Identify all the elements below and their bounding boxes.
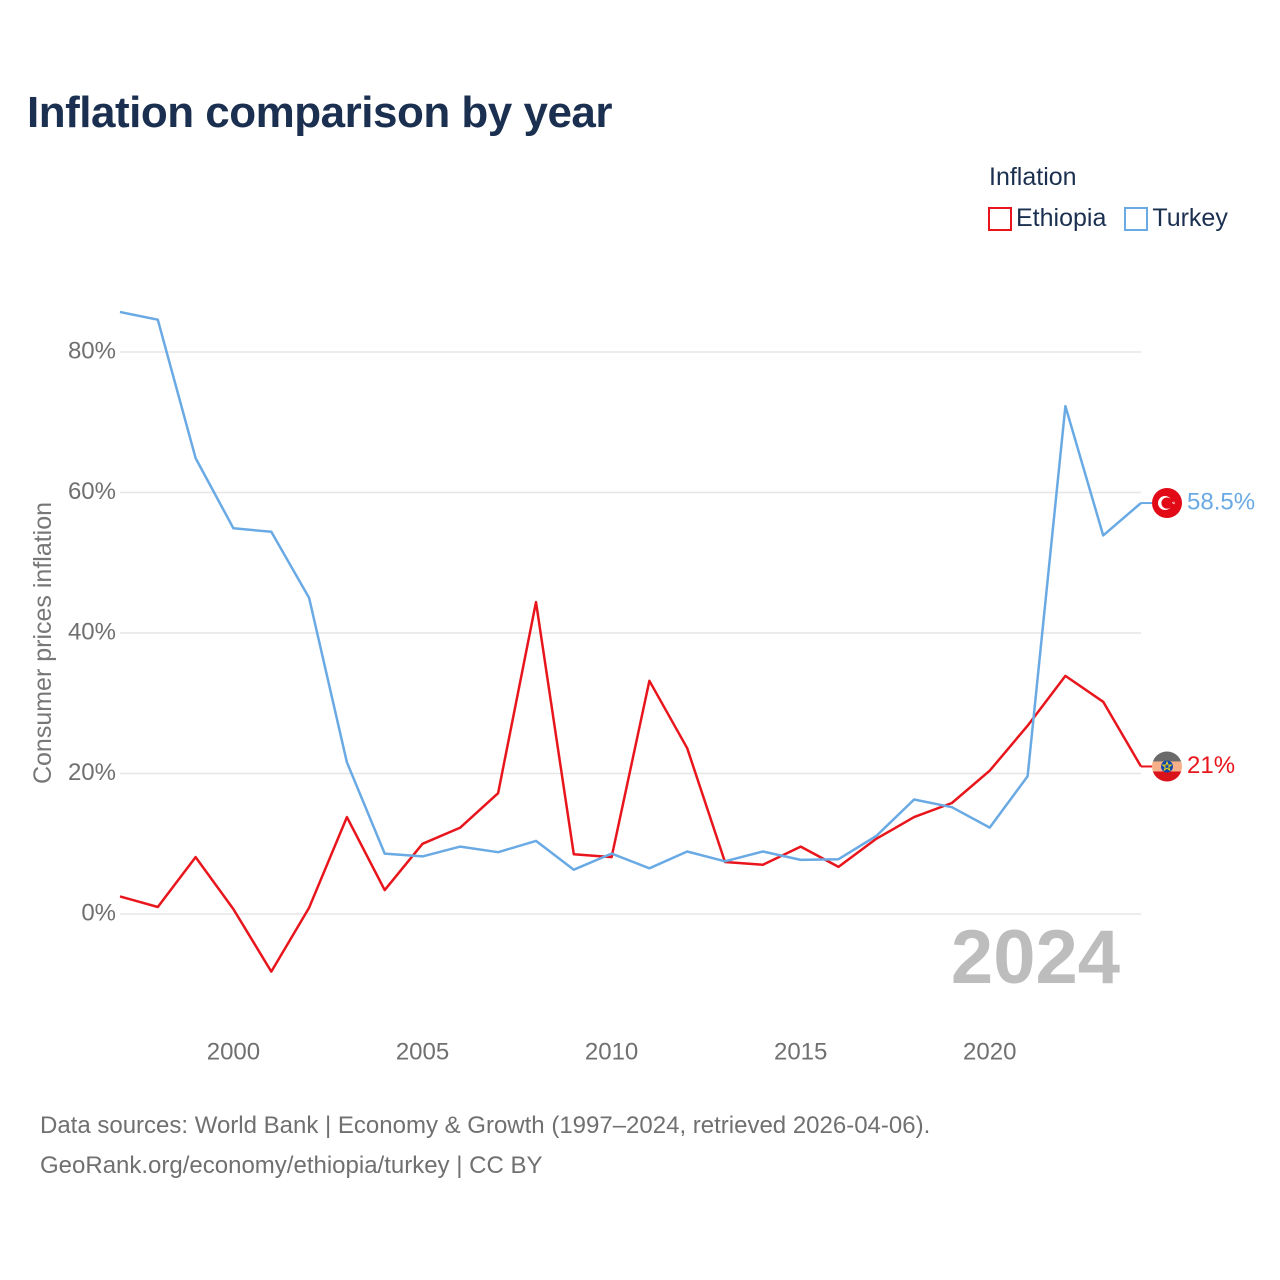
legend: Ethiopia Turkey	[988, 204, 1228, 233]
turkey-end-marker: 58.5%	[1141, 488, 1255, 519]
y-tick-label: 40%	[68, 618, 116, 645]
source-line-2[interactable]: GeoRank.org/economy/ethiopia/turkey | CC…	[40, 1152, 543, 1179]
source-line-1: Data sources: World Bank | Economy & Gro…	[40, 1112, 931, 1139]
legend-item-turkey[interactable]: Turkey	[1124, 204, 1228, 233]
chart-title: Inflation comparison by year	[27, 88, 613, 137]
legend-label-turkey: Turkey	[1152, 204, 1228, 232]
y-tick-label: 80%	[68, 337, 116, 364]
series-line-ethiopia[interactable]	[119, 600, 1143, 973]
legend-item-ethiopia[interactable]: Ethiopia	[988, 204, 1106, 233]
gridlines	[120, 351, 1141, 915]
x-tick-label: 2020	[963, 1038, 1016, 1065]
ethiopia-end-label: 21%	[1187, 752, 1235, 779]
year-watermark: 2024	[951, 915, 1120, 1000]
y-axis-ticks: 0% 20% 40% 60% 80%	[68, 337, 116, 926]
series-lines	[119, 310, 1143, 973]
x-tick-label: 2000	[207, 1038, 260, 1065]
data-source-note: Data sources: World Bank | Economy & Gro…	[40, 1106, 930, 1186]
x-axis-ticks: 2000 2005 2010 2015 2020	[207, 1038, 1017, 1065]
y-axis-label: Consumer prices inflation	[29, 502, 57, 784]
legend-swatch-ethiopia	[988, 206, 1012, 231]
series-line-turkey[interactable]	[119, 310, 1142, 871]
legend-title: Inflation	[989, 163, 1077, 191]
y-tick-label: 20%	[68, 759, 116, 786]
legend-swatch-turkey	[1124, 206, 1149, 231]
x-tick-label: 2010	[585, 1038, 638, 1065]
y-tick-label: 60%	[68, 478, 116, 505]
ethiopia-end-marker: 21%	[1141, 751, 1235, 782]
x-tick-label: 2005	[396, 1038, 449, 1065]
legend-label-ethiopia: Ethiopia	[1016, 204, 1107, 232]
y-tick-label: 0%	[81, 899, 116, 926]
turkey-end-label: 58.5%	[1187, 488, 1255, 515]
flag-ethiopia-icon	[1152, 751, 1182, 782]
x-tick-label: 2015	[774, 1038, 827, 1065]
flag-turkey-icon	[1152, 488, 1182, 519]
